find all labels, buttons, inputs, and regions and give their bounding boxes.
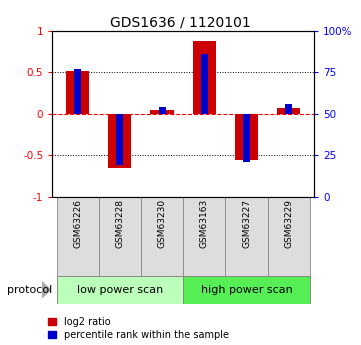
Text: high power scan: high power scan [201,285,292,295]
Bar [183,276,310,304]
Bar [141,197,183,276]
Bar [225,197,268,276]
Bar [183,197,225,276]
Text: GSM63230: GSM63230 [158,199,166,248]
Bar [116,114,123,165]
Bar [201,54,208,114]
Text: GSM63163: GSM63163 [200,199,209,248]
Bar [285,104,292,114]
Bar [193,41,216,114]
Text: GSM63227: GSM63227 [242,199,251,248]
Text: GDS1636 / 1120101: GDS1636 / 1120101 [110,16,251,30]
Legend: log2 ratio, percentile rank within the sample: log2 ratio, percentile rank within the s… [48,317,229,340]
Text: GSM63226: GSM63226 [73,199,82,248]
Bar [151,110,174,114]
Text: low power scan: low power scan [77,285,163,295]
Bar [57,276,183,304]
Text: protocol: protocol [7,285,52,295]
Bar [74,69,81,114]
Polygon shape [42,282,51,298]
Bar [158,107,166,114]
Bar [277,108,300,114]
Bar [108,114,131,168]
Text: GSM63229: GSM63229 [284,199,293,248]
Text: GSM63228: GSM63228 [116,199,125,248]
Bar [99,197,141,276]
Bar [243,114,250,162]
Bar [66,71,89,114]
Bar [235,114,258,160]
Bar [57,197,99,276]
Bar [268,197,310,276]
